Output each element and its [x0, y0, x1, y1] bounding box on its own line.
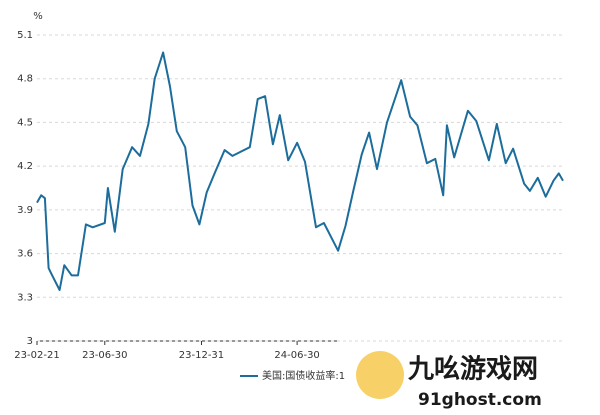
legend: 美国:国债收益率:1 [240, 369, 345, 382]
y-tick-label: 5.1 [17, 30, 33, 41]
watermark-name: 九吆游戏网 [407, 354, 538, 385]
y-tick-label: 3.9 [17, 205, 33, 216]
x-tick-label: 23-12-31 [179, 350, 224, 361]
y-tick-label: 4.8 [17, 74, 33, 85]
watermark-url: 91ghost.com [418, 390, 542, 410]
y-tick-label: 3 [27, 336, 33, 347]
x-tick-label: 23-06-30 [82, 350, 127, 361]
y-tick-label: 3.6 [17, 249, 33, 260]
watermark-icon [356, 351, 404, 399]
x-tick-label: 24-06-30 [274, 350, 319, 361]
y-tick-label: 3.3 [17, 292, 33, 303]
x-tick-label: 23-02-21 [14, 350, 59, 361]
data-line [36, 51, 564, 291]
unit-label: % [33, 11, 43, 22]
y-tick-label: 4.2 [17, 161, 33, 172]
legend-label: 美国:国债收益率:1 [262, 369, 345, 382]
watermark: 九吆游戏网 91ghost.com [356, 351, 542, 410]
y-tick-label: 4.5 [17, 117, 33, 128]
